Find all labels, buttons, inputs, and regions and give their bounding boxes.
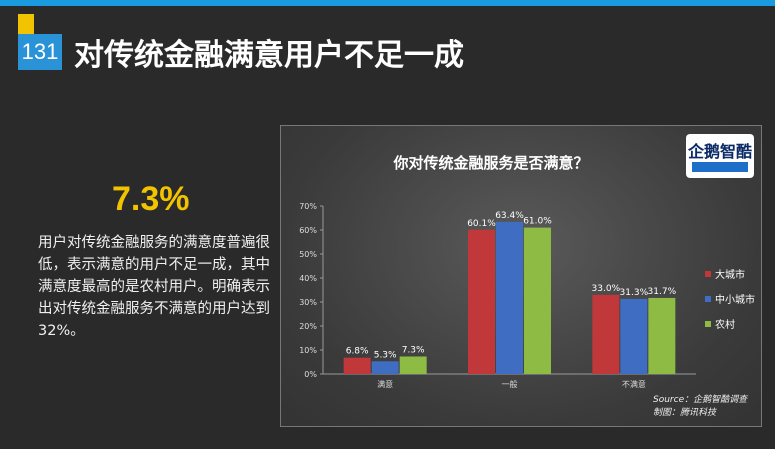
legend-label: 大城市 [715, 270, 745, 281]
x-tick-label: 满意 [377, 379, 393, 389]
chart-title: 你对传统金融服务是否满意？ [393, 154, 589, 172]
brand-logo-strip [692, 162, 748, 172]
bar [468, 229, 495, 374]
data-label: 33.0% [592, 284, 621, 294]
page-title: 对传统金融满意用户不足一成 [74, 38, 464, 73]
y-tick-label: 40% [299, 274, 317, 283]
legend-item: 大城市 [705, 266, 755, 281]
bar [620, 298, 648, 374]
bar [343, 357, 371, 374]
bar-chart: 0% 10% 20% 30% 40% 50% 60% 70% 6.8% 5.3% 7.3% 满意 60.… [299, 202, 696, 389]
highlight-stat: 7.3% [112, 180, 190, 218]
y-tick-label: 10% [299, 346, 317, 355]
bar [524, 227, 551, 374]
y-tick-label: 50% [299, 250, 317, 259]
legend-swatch [705, 295, 711, 302]
data-label: 7.3% [402, 345, 425, 355]
y-tick-label: 60% [299, 226, 317, 235]
slide-number-accent [18, 14, 34, 34]
highlight-description: 用户对传统金融服务的满意度普遍很低，表示满意的用户不足一成，其中满意度最高的是农… [38, 235, 270, 339]
chart-legend: 大城市 中小城市 农村 [705, 266, 755, 341]
legend-label: 中小城市 [715, 295, 755, 306]
chart-source: Source：企鹅智酷调查 制图：腾讯科技 [653, 394, 747, 420]
y-tick-label: 0% [304, 370, 317, 379]
bar [371, 361, 399, 374]
source-line: Source：企鹅智酷调查 [653, 395, 748, 405]
bar [399, 356, 427, 374]
legend-item: 农村 [705, 316, 755, 331]
made-by-line: 制图：腾讯科技 [653, 408, 717, 418]
data-label: 31.7% [648, 287, 677, 297]
data-label: 63.4% [495, 211, 524, 221]
x-tick-label: 不满意 [622, 379, 646, 389]
chart-card: 你对传统金融服务是否满意？ 企鹅智酷 0% 10% 20% 30% 40% 50% 60% 7… [280, 125, 762, 427]
bar [648, 297, 676, 374]
legend-item: 中小城市 [705, 291, 755, 306]
legend-swatch [705, 270, 711, 277]
y-tick-label: 20% [299, 322, 317, 331]
legend-label: 农村 [715, 320, 735, 331]
x-tick-label: 一般 [502, 379, 518, 389]
y-tick-label: 30% [299, 298, 317, 307]
data-label: 6.8% [346, 347, 369, 357]
legend-swatch [705, 320, 711, 327]
bar [592, 294, 620, 374]
brand-logo: 企鹅智酷 [686, 134, 754, 178]
bar [496, 221, 523, 374]
data-label: 5.3% [374, 350, 397, 360]
data-label: 60.1% [467, 219, 496, 229]
data-label: 31.3% [620, 288, 649, 298]
data-label: 61.0% [523, 217, 552, 227]
top-accent-bar [0, 0, 775, 6]
y-tick-label: 70% [299, 202, 317, 211]
slide-number: 131 [18, 34, 62, 70]
brand-logo-text: 企鹅智酷 [687, 142, 752, 161]
